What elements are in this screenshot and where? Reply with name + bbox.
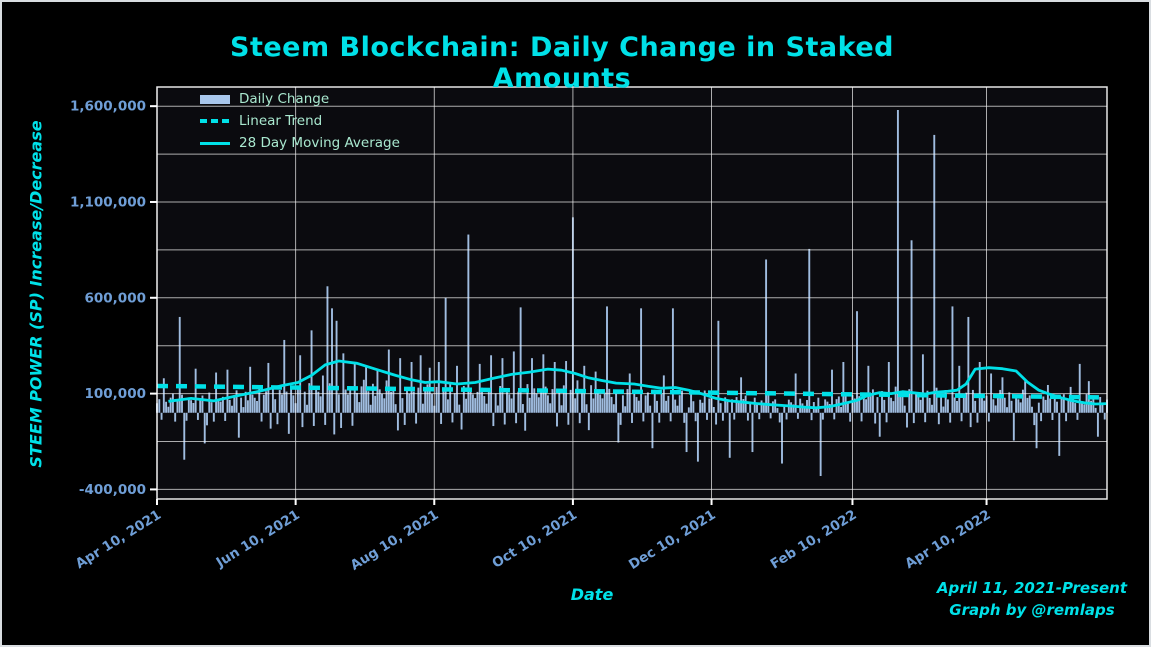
legend-item-moving-average: 28 Day Moving Average [200, 134, 400, 152]
annotation-credit: Graph by @remlaps [949, 601, 1115, 619]
x-axis-label: Date [570, 585, 614, 604]
chart-title: Steem Blockchain: Daily Change in Staked… [230, 32, 894, 94]
legend-item-linear-trend: Linear Trend [200, 112, 400, 130]
plot-background [157, 87, 1107, 499]
solid-line-swatch-icon [200, 141, 230, 145]
x-tick-label: Jun 10, 2021 [213, 507, 303, 572]
y-tick-label: 100,000 [85, 386, 147, 402]
x-tick-label: Feb 10, 2022 [768, 507, 860, 573]
linear-trend-line [156, 383, 1108, 400]
y-tick-label: -400,000 [79, 482, 146, 498]
x-tick-label: Oct 10, 2021 [489, 507, 580, 572]
y-tick-label: 1,600,000 [70, 99, 146, 115]
y-tick-label: 1,100,000 [70, 194, 146, 210]
x-tick-label: Apr 10, 2021 [73, 507, 164, 572]
legend-label: Linear Trend [239, 113, 323, 129]
moving-average-line [168, 359, 1108, 410]
annotation-block: April 11, 2021-Present Graph by @remlaps [937, 577, 1127, 621]
x-tick-label: Dec 10, 2021 [626, 507, 719, 573]
x-tick-label: Aug 10, 2021 [348, 507, 442, 574]
x-tick-label: Apr 10, 2022 [902, 507, 993, 572]
plot-frame [156, 86, 1108, 500]
daily-change-bars [156, 110, 1108, 477]
y-axis-label: STEEM POWER (SP) Increase/Decrease [26, 120, 46, 468]
annotation-date-range: April 11, 2021-Present [936, 579, 1127, 597]
legend-label: 28 Day Moving Average [239, 135, 400, 151]
bar-swatch-icon [200, 94, 230, 104]
legend: Daily Change Linear Trend 28 Day Moving … [200, 90, 400, 152]
legend-label: Daily Change [239, 91, 330, 107]
dashed-line-swatch-icon [200, 119, 230, 123]
y-tick-label: 600,000 [85, 290, 147, 306]
legend-item-daily-change: Daily Change [200, 90, 400, 108]
